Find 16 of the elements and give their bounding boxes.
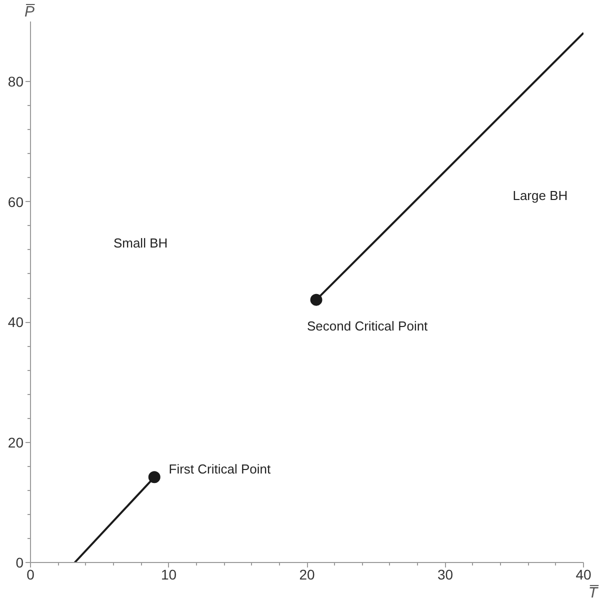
x-tick-label: 0 (26, 566, 35, 582)
y-axis-title: P̅ (24, 4, 36, 20)
y-tick-label: 40 (8, 314, 24, 330)
y-tick-label: 20 (8, 434, 24, 450)
annotation: First Critical Point (168, 462, 271, 477)
x-tick-label: 20 (299, 566, 315, 582)
y-tick-label: 80 (8, 74, 24, 90)
annotation: Small BH (113, 236, 168, 251)
x-tick-label: 30 (437, 566, 454, 582)
x-axis-title: T̅ (588, 584, 600, 601)
annotation: Large BH (512, 188, 568, 204)
y-tick-label: 0 (16, 554, 24, 570)
annotation: Second Critical Point (307, 318, 428, 334)
x-tick-label: 10 (160, 566, 177, 582)
x-tick-label: 40 (576, 566, 592, 582)
y-tick-label: 60 (8, 194, 24, 210)
